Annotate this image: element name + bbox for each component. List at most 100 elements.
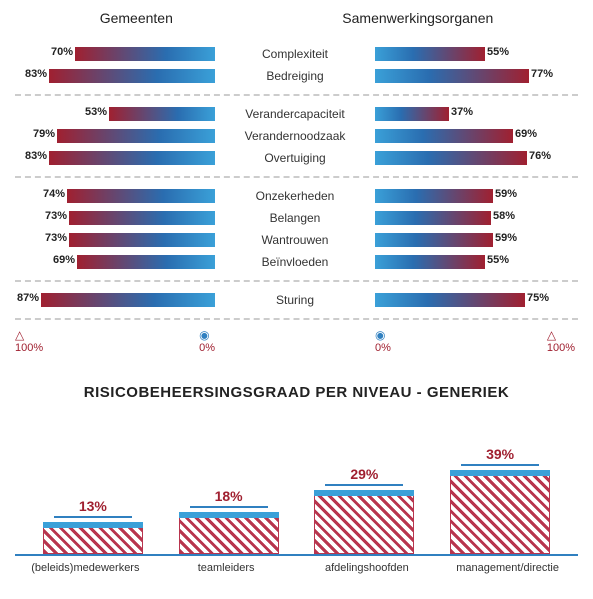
level-bar-label: teamleiders bbox=[166, 562, 286, 574]
right-bar-track: 59% bbox=[375, 233, 575, 247]
chart-group: 87% Sturing 75% bbox=[15, 282, 578, 320]
left-bar: 53% bbox=[109, 107, 215, 121]
right-bar: 59% bbox=[375, 189, 493, 203]
right-bar-track: 76% bbox=[375, 151, 575, 165]
row-label: Verandernoodzaak bbox=[220, 129, 370, 143]
left-bar-value: 73% bbox=[45, 210, 67, 222]
left-bar-track: 73% bbox=[15, 211, 215, 225]
bottom-section: RISICOBEHEERSINGSGRAAD PER NIVEAU - GENE… bbox=[15, 384, 578, 574]
row-label: Onzekerheden bbox=[220, 189, 370, 203]
left-bar-value: 74% bbox=[43, 188, 65, 200]
level-bar-fill bbox=[314, 496, 414, 554]
right-bar-track: 55% bbox=[375, 255, 575, 269]
left-bar-track: 69% bbox=[15, 255, 215, 269]
level-bar-value: 39% bbox=[461, 446, 539, 466]
bottom-chart-title: RISICOBEHEERSINGSGRAAD PER NIVEAU - GENE… bbox=[15, 384, 578, 401]
level-bar-box bbox=[314, 490, 414, 554]
chart-row: 73% Belangen 58% bbox=[15, 208, 578, 228]
row-label: Wantrouwen bbox=[220, 233, 370, 247]
level-bar-box bbox=[450, 470, 550, 554]
left-bar: 74% bbox=[67, 189, 215, 203]
level-bar-label: afdelingshoofden bbox=[307, 562, 427, 574]
level-bar-label: (beleids)medewerkers bbox=[25, 562, 145, 574]
left-column-header: Gemeenten bbox=[100, 10, 173, 26]
warning-icon: △ bbox=[547, 328, 556, 342]
right-bar: 59% bbox=[375, 233, 493, 247]
right-bar: 76% bbox=[375, 151, 527, 165]
chart-row: 83% Bedreiging 77% bbox=[15, 66, 578, 86]
axis-left-max: △100% bbox=[15, 328, 43, 354]
right-bar: 77% bbox=[375, 69, 529, 83]
right-bar-track: 55% bbox=[375, 47, 575, 61]
right-bar-value: 59% bbox=[495, 188, 517, 200]
axis-left-side: △100% ◉0% bbox=[15, 328, 215, 354]
left-bar-value: 73% bbox=[45, 232, 67, 244]
chart-row: 73% Wantrouwen 59% bbox=[15, 230, 578, 250]
right-bar-value: 75% bbox=[527, 292, 549, 304]
left-bar: 79% bbox=[57, 129, 215, 143]
right-column-header: Samenwerkingsorganen bbox=[342, 10, 493, 26]
left-bar-value: 53% bbox=[85, 106, 107, 118]
chart-row: 70% Complexiteit 55% bbox=[15, 44, 578, 64]
row-label: Beïnvloeden bbox=[220, 255, 370, 269]
right-bar-value: 77% bbox=[531, 68, 553, 80]
chart-group: 53% Verandercapaciteit 37% 79% Verandernoodz… bbox=[15, 96, 578, 178]
row-label: Complexiteit bbox=[220, 47, 370, 61]
diverging-chart-headers: Gemeenten Samenwerkingsorganen bbox=[15, 10, 578, 26]
left-bar-track: 79% bbox=[15, 129, 215, 143]
left-bar-track: 53% bbox=[15, 107, 215, 121]
right-bar-value: 55% bbox=[487, 46, 509, 58]
left-bar: 87% bbox=[41, 293, 215, 307]
row-label: Verandercapaciteit bbox=[220, 107, 370, 121]
left-bar-track: 83% bbox=[15, 69, 215, 83]
left-bar: 83% bbox=[49, 69, 215, 83]
axis-left-min: ◉0% bbox=[199, 328, 215, 354]
right-bar-value: 37% bbox=[451, 106, 473, 118]
axis-right-side: ◉0% △100% bbox=[375, 328, 575, 354]
right-bar-track: 69% bbox=[375, 129, 575, 143]
left-bar-value: 83% bbox=[25, 68, 47, 80]
diverging-bar-chart: 70% Complexiteit 55% 83% Bedreiging 77% 53% Ver… bbox=[15, 36, 578, 320]
right-bar: 75% bbox=[375, 293, 525, 307]
right-bar: 55% bbox=[375, 47, 485, 61]
target-icon: ◉ bbox=[199, 328, 209, 342]
left-bar-value: 70% bbox=[51, 46, 73, 58]
level-bar-fill bbox=[450, 476, 550, 554]
right-bar: 37% bbox=[375, 107, 449, 121]
level-bar-box bbox=[43, 522, 143, 554]
left-bar: 73% bbox=[69, 233, 215, 247]
level-bar-chart: 13% 18% 29% 39% bbox=[15, 426, 578, 556]
left-bar: 69% bbox=[77, 255, 215, 269]
right-bar-value: 59% bbox=[495, 232, 517, 244]
right-bar: 55% bbox=[375, 255, 485, 269]
chart-row: 83%Overtuiging76% bbox=[15, 148, 578, 168]
right-bar-value: 58% bbox=[493, 210, 515, 222]
diverging-axis: △100% ◉0% ◉0% △100% bbox=[15, 328, 578, 354]
left-bar-track: 70% bbox=[15, 47, 215, 61]
right-bar-track: 58% bbox=[375, 211, 575, 225]
right-bar-track: 75% bbox=[375, 293, 575, 307]
left-bar-track: 87% bbox=[15, 293, 215, 307]
right-bar-track: 77% bbox=[375, 69, 575, 83]
row-label: Bedreiging bbox=[220, 69, 370, 83]
row-label: Sturing bbox=[220, 293, 370, 307]
target-icon: ◉ bbox=[375, 328, 385, 342]
left-bar: 73% bbox=[69, 211, 215, 225]
row-label: Belangen bbox=[220, 211, 370, 225]
level-bar: 39% bbox=[440, 426, 560, 554]
warning-icon: △ bbox=[15, 328, 24, 342]
chart-row: 69% Beïnvloeden 55% bbox=[15, 252, 578, 272]
right-bar: 58% bbox=[375, 211, 491, 225]
axis-right-max: △100% bbox=[547, 328, 575, 354]
level-bar-box bbox=[179, 512, 279, 554]
right-bar-value: 76% bbox=[529, 150, 551, 162]
chart-group: 74% Onzekerheden 59% 73% Belangen 58% 73% Wantr… bbox=[15, 178, 578, 282]
right-bar-track: 37% bbox=[375, 107, 575, 121]
chart-row: 74% Onzekerheden 59% bbox=[15, 186, 578, 206]
left-bar-track: 73% bbox=[15, 233, 215, 247]
level-bar: 29% bbox=[304, 426, 424, 554]
level-bar-fill bbox=[179, 518, 279, 554]
level-bar: 13% bbox=[33, 426, 153, 554]
right-bar: 69% bbox=[375, 129, 513, 143]
level-bar-value: 18% bbox=[190, 488, 268, 508]
